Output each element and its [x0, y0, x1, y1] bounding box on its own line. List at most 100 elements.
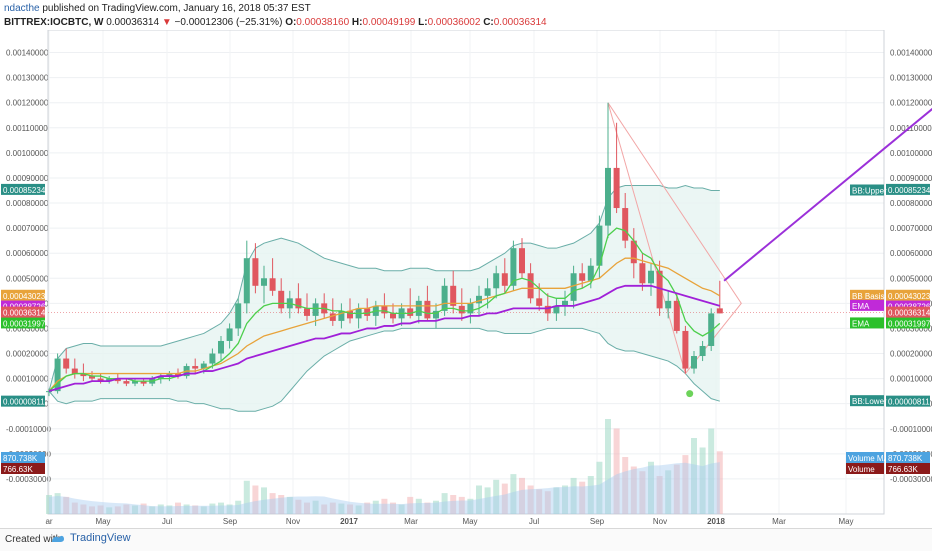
tradingview-logo-icon [52, 535, 64, 542]
volume-bar [114, 506, 121, 514]
author-link[interactable]: ndacthe [4, 3, 40, 14]
series-label-bg [850, 184, 884, 196]
candle-body [54, 358, 61, 392]
candle-body [252, 258, 259, 286]
left-axis-tick: 0.00060000 [6, 249, 49, 258]
volume-bar [510, 474, 517, 514]
volume-bar [553, 487, 560, 514]
price-chart[interactable]: 0.00140000 0.00140000 0.00130000 0.00130000… [0, 30, 932, 528]
right-volume-tag-bg [886, 463, 930, 474]
series-label: EMA [852, 302, 870, 311]
volume-bar [149, 506, 156, 514]
series-label-bg [850, 395, 884, 407]
right-axis-tick: 0.00140000 [890, 49, 932, 58]
volume-bar [157, 504, 164, 514]
left-axis-tick: 0.00130000 [6, 74, 49, 83]
volume-bar [321, 504, 328, 514]
candle-body [304, 308, 310, 316]
tradingview-brand-link[interactable]: TradingView [50, 532, 131, 544]
volume-bar [415, 498, 422, 514]
right-last-price-tag: 0.00036314 [888, 309, 931, 318]
candle-body [175, 373, 181, 377]
right-series-tag-bg [886, 395, 930, 407]
left-last-price-tag-bg [1, 306, 45, 318]
candle-body [596, 225, 603, 266]
candle-body [235, 303, 242, 329]
volume-bar [304, 502, 310, 514]
volume-bar [630, 466, 637, 514]
candle-body [544, 305, 551, 314]
right-last-price-tag-bg [886, 306, 930, 318]
volume-bar [476, 485, 482, 514]
volume-bar [355, 505, 362, 514]
price-change: −0.00012306 (−25.31%) [174, 17, 283, 28]
volume-bar [596, 461, 603, 514]
volume-bar [183, 504, 190, 514]
volume-bar [295, 499, 302, 514]
chart-header: ndacthe published on TradingView.com, Ja… [4, 2, 904, 30]
high-label: H: [351, 17, 363, 28]
volume-bar [570, 477, 577, 514]
candle-body [665, 300, 672, 309]
volume-bar [166, 505, 173, 514]
right-axis-tick: 0.00050000 [890, 274, 932, 283]
candle-body [132, 381, 138, 384]
volume-bar [364, 502, 371, 514]
candle-body [433, 310, 439, 319]
volume-bar [329, 502, 336, 514]
series-label: EMA [852, 319, 870, 328]
candle-body [450, 285, 457, 306]
right-axis-tick: 0.00070000 [890, 224, 932, 233]
volume-bar [192, 505, 199, 514]
x-axis-label: ar [45, 517, 52, 526]
left-series-tag-bg [1, 300, 45, 312]
right-series-tag: 0.00000811 [888, 398, 930, 407]
candle-body [699, 345, 706, 357]
candle-body [682, 330, 689, 369]
candle-body [536, 298, 543, 306]
volume-bar [140, 503, 147, 514]
x-axis-label: Jul [529, 517, 539, 526]
left-series-tag-bg [1, 183, 45, 195]
x-axis-label: 2018 [707, 517, 725, 526]
candle-body [407, 308, 414, 316]
volume-bar [89, 506, 95, 514]
candle-body [553, 305, 560, 314]
candle-body [123, 381, 130, 384]
right-axis-tick: 0.00120000 [890, 99, 932, 108]
volume-bar [493, 479, 500, 514]
x-axis-label: 2017 [340, 517, 358, 526]
x-axis-label: Nov [653, 517, 667, 526]
volume-bar [648, 461, 654, 514]
volume-bar [209, 503, 216, 514]
volume-bar [123, 504, 130, 514]
volume-bar [484, 487, 491, 514]
x-axis-label: May [95, 517, 110, 526]
candle-body [114, 378, 121, 382]
volume-bar [132, 505, 138, 514]
volume-bar [450, 495, 457, 514]
volume-bar [622, 457, 629, 514]
volume-bar [433, 500, 439, 514]
left-axis-tick: 0.00100000 [6, 149, 49, 158]
series-label: BB:Upper [852, 186, 887, 195]
volume-bar [519, 477, 525, 514]
candle-body [656, 270, 663, 309]
series-label: BB:Lower [852, 397, 887, 406]
candle-body [613, 167, 620, 209]
close-label: C: [483, 17, 494, 28]
candle-body [166, 373, 173, 377]
candle-body [691, 356, 697, 369]
right-series-tag-bg [886, 183, 930, 195]
high-value: 0.00049199 [362, 17, 416, 28]
left-volume-tag: 766.63K [3, 465, 33, 474]
candle-body [390, 313, 396, 319]
candle-body [278, 290, 285, 309]
left-series-tag-bg [1, 289, 45, 301]
volume-bar [441, 493, 448, 514]
publish-info: published on TradingView.com, January 16… [42, 3, 311, 14]
right-axis-tick: 0.00030000 [890, 324, 932, 333]
candle-body [347, 310, 353, 319]
right-volume-ma-tag: 870.738K [888, 454, 923, 463]
volume-bar [175, 502, 181, 514]
